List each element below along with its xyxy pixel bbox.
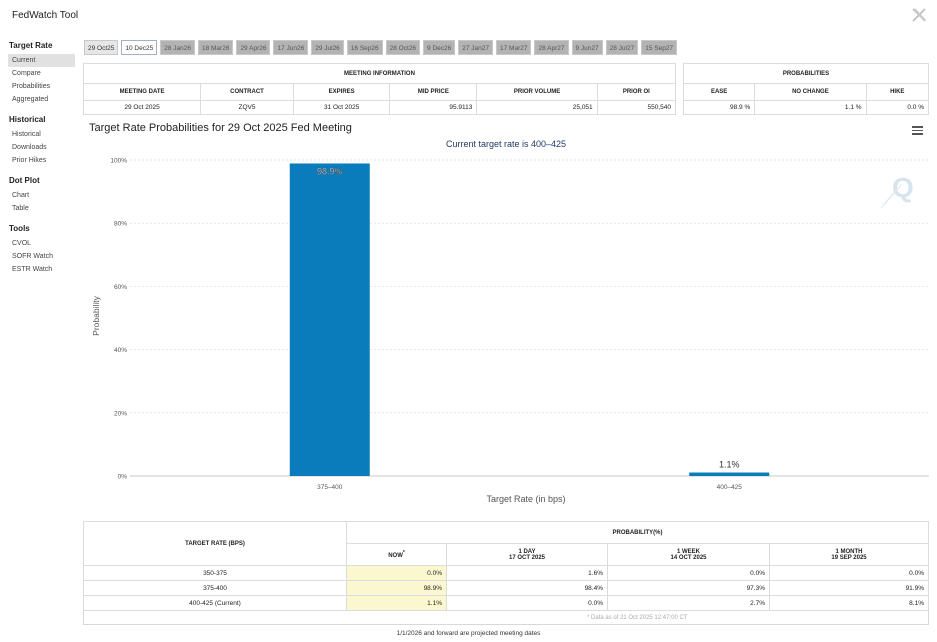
y-axis-label: Probability — [91, 295, 101, 335]
y-tick-label: 40% — [114, 347, 127, 354]
y-tick-label: 0% — [118, 474, 128, 481]
data-timestamp-note: * Data as of 21 Oct 2025 12:47:00 CT — [587, 614, 688, 621]
tab-meeting[interactable]: 15 Sep27 — [641, 40, 678, 55]
column-header: EXPIRES — [292, 83, 391, 101]
meeting-info-title: MEETING INFORMATION — [83, 62, 676, 85]
sidebar-item-prior-hikes[interactable]: Prior Hikes — [12, 157, 47, 164]
title-bar: FedWatch Tool — [0, 0, 937, 34]
column-header: MEETING DATE — [82, 83, 202, 101]
tab-meeting[interactable]: 9 Dec26 — [423, 40, 456, 55]
hike-value: 0.0 % — [865, 99, 930, 116]
table-row: 375-400 98.9% 98.4% 97.3% 91.9% — [83, 580, 929, 596]
tab-meeting[interactable]: 28 Jan26 — [160, 40, 195, 55]
tab-meeting[interactable]: 29 Apr26 — [236, 40, 271, 55]
y-tick-label: 100% — [110, 158, 127, 165]
table-row: 400-425 (Current) 1.1% 0.0% 2.7% 8.1% — [83, 595, 929, 611]
one-month-column-header: 1 MONTH 19 SEP 2025 — [769, 543, 929, 566]
probability-header: PROBABILITY(%) — [346, 521, 929, 544]
tab-meeting[interactable]: 27 Jan27 — [458, 40, 493, 55]
column-header: NO CHANGE — [754, 83, 867, 101]
bar[interactable] — [689, 472, 770, 476]
target-rate-header: TARGET RATE (BPS) — [83, 521, 347, 566]
x-tick-label: 375–400 — [317, 484, 343, 491]
now-column-header: NOW* — [346, 543, 447, 566]
prior-oi-value: 550,540 — [596, 99, 677, 116]
column-header: PRIOR OI — [596, 83, 677, 101]
q-logo-icon: Q — [880, 172, 914, 209]
sidebar-heading-dot-plot: Dot Plot — [9, 176, 40, 185]
column-header: CONTRACT — [200, 83, 294, 101]
hamburger-menu-icon[interactable] — [912, 126, 923, 135]
y-tick-label: 60% — [114, 284, 127, 291]
tab-meeting[interactable]: 29 Oct25 — [84, 40, 119, 55]
contract-value: ZQV5 — [200, 99, 294, 116]
tab-meeting[interactable]: 28 Apr27 — [534, 40, 569, 55]
probabilities-table: PROBABILITIES EASE NO CHANGE HIKE 98.9 %… — [682, 62, 930, 116]
sidebar: Target Rate Current Compare Probabilitie… — [0, 38, 78, 276]
column-header: EASE — [682, 83, 756, 101]
tab-meeting[interactable]: 17 Mar27 — [496, 40, 532, 55]
column-header: PRIOR VOLUME — [476, 83, 598, 101]
meeting-tabs: 29 Oct25 10 Dec25 28 Jan26 18 Mar26 29 A… — [84, 40, 678, 55]
sidebar-item-historical[interactable]: Historical — [12, 131, 41, 138]
sidebar-item-current[interactable]: Current — [8, 54, 75, 67]
tab-meeting[interactable]: 16 Sep26 — [346, 40, 383, 55]
column-header: HIKE — [865, 83, 930, 101]
probability-history-table: TARGET RATE (BPS) PROBABILITY(%) NOW* 1 … — [83, 521, 929, 625]
svg-text:Q: Q — [892, 172, 914, 203]
sidebar-item-downloads[interactable]: Downloads — [12, 144, 47, 151]
ease-value: 98.9 % — [682, 99, 756, 116]
sidebar-item-sofr-watch[interactable]: SOFR Watch — [12, 253, 53, 260]
meeting-info-table: MEETING INFORMATION MEETING DATE CONTRAC… — [82, 62, 677, 116]
x-axis-label: Target Rate (in bps) — [486, 494, 565, 504]
tab-meeting[interactable]: 9 Jun27 — [571, 40, 603, 55]
bar-data-label: 1.1% — [719, 460, 740, 470]
sidebar-heading-historical: Historical — [9, 115, 46, 124]
column-header: MID PRICE — [389, 83, 478, 101]
window-title: FedWatch Tool — [12, 10, 79, 21]
one-week-column-header: 1 WEEK 14 OCT 2025 — [607, 543, 770, 566]
chart-svg: Current target rate is 400–425 98.9% 1.1%… — [91, 139, 929, 504]
sidebar-item-table[interactable]: Table — [12, 205, 29, 212]
prior-volume-value: 25,051 — [476, 99, 598, 116]
sidebar-item-cvol[interactable]: CVOL — [12, 240, 32, 247]
sidebar-item-aggregated[interactable]: Aggregated — [12, 96, 49, 103]
sidebar-heading-target-rate: Target Rate — [9, 41, 53, 50]
footer-note: 1/1/2026 and forward are projected meeti… — [396, 630, 541, 637]
tab-meeting[interactable]: 28 Jul27 — [605, 40, 639, 55]
sidebar-item-estr-watch[interactable]: ESTR Watch — [12, 266, 53, 273]
bar-data-label: 98.9% — [317, 166, 343, 176]
x-logo-icon[interactable] — [912, 8, 926, 22]
tab-meeting[interactable]: 29 Jul26 — [311, 40, 344, 55]
tab-meeting[interactable]: 18 Mar26 — [197, 40, 234, 55]
tab-meeting[interactable]: 17 Jun26 — [273, 40, 309, 55]
sidebar-heading-tools: Tools — [9, 224, 30, 233]
tab-meeting[interactable]: 28 Oct26 — [385, 40, 421, 55]
x-tick-label: 400–425 — [717, 484, 743, 491]
expires-value: 31 Oct 2025 — [292, 99, 391, 116]
y-tick-label: 80% — [114, 221, 127, 228]
sidebar-item-chart[interactable]: Chart — [12, 192, 30, 199]
chart-title: Target Rate Probabilities for 29 Oct 202… — [89, 122, 352, 134]
probability-chart: Target Rate Probabilities for 29 Oct 202… — [84, 118, 929, 516]
sidebar-item-probabilities[interactable]: Probabilities — [12, 83, 51, 90]
one-day-column-header: 1 DAY 17 OCT 2025 — [446, 543, 608, 566]
meeting-date-value: 29 Oct 2025 — [82, 99, 202, 116]
y-tick-label: 20% — [114, 410, 127, 417]
chart-subtitle: Current target rate is 400–425 — [446, 139, 566, 149]
sidebar-item-compare[interactable]: Compare — [12, 70, 41, 77]
bar[interactable] — [289, 163, 370, 476]
no-change-value: 1.1 % — [754, 99, 867, 116]
mid-price-value: 95.9113 — [389, 99, 478, 116]
tab-meeting[interactable]: 10 Dec25 — [121, 40, 158, 55]
probabilities-title: PROBABILITIES — [683, 62, 929, 85]
table-row: 350-375 0.0% 1.6% 0.0% 0.0% — [83, 565, 929, 581]
